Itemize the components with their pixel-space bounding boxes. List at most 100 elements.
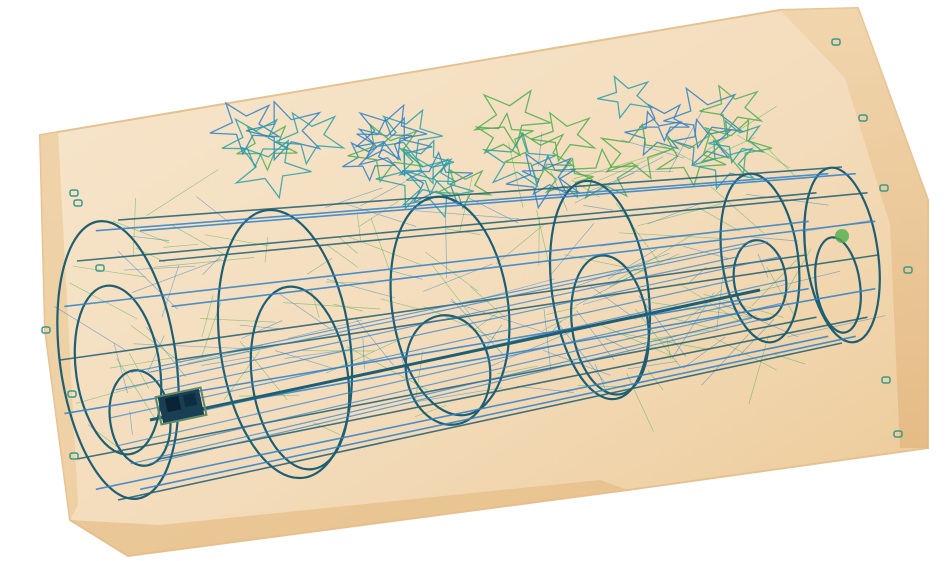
clip-mark	[881, 376, 891, 384]
wire-strand	[615, 202, 660, 263]
cylinder-rail	[140, 335, 856, 491]
wire-strand	[558, 324, 605, 383]
wire-strand	[116, 358, 158, 423]
wire-strand	[668, 107, 705, 173]
cylinder-rail	[95, 172, 829, 232]
wire-strand	[757, 253, 769, 278]
star-wire	[596, 75, 654, 120]
wire-strand	[359, 200, 399, 227]
wire-strand	[704, 106, 777, 153]
wire-strand	[626, 373, 654, 432]
wire-strand	[241, 320, 283, 339]
clip-mark	[879, 184, 889, 192]
cylinder-rails	[59, 166, 879, 501]
inner-rail	[109, 279, 735, 419]
star-wire	[481, 131, 556, 188]
wire-strand	[647, 202, 704, 225]
wire-strand	[508, 142, 524, 208]
cylinder-rail	[59, 254, 807, 361]
star-wire	[274, 111, 346, 166]
wire-strand	[601, 325, 670, 356]
wire-strand	[54, 306, 127, 351]
wire-strand	[163, 243, 198, 248]
cylinder-rail	[171, 220, 876, 308]
star-wire	[342, 140, 396, 183]
wire-strand	[391, 270, 423, 280]
wire-strand	[239, 324, 279, 329]
wire-strand	[172, 225, 229, 258]
wire-strand	[654, 140, 699, 165]
wire-strand	[445, 218, 448, 279]
wire-strand	[414, 210, 520, 220]
cylinder-rail	[117, 342, 843, 501]
wire-strand	[550, 171, 568, 211]
wire-strand	[124, 265, 196, 271]
wire-strand	[682, 336, 726, 369]
wire-strand	[327, 244, 359, 268]
wire-strand	[132, 258, 222, 293]
cylinder-rail	[158, 316, 868, 460]
wire-strand	[634, 308, 682, 368]
wire-strand	[684, 289, 723, 322]
inner-rail	[115, 302, 740, 447]
wire-strand	[618, 332, 710, 350]
container-side	[780, 8, 928, 448]
cylinder-rail	[158, 192, 868, 262]
inner-rail	[164, 255, 782, 391]
wire-strand	[200, 318, 276, 323]
cylinder-ring	[732, 239, 788, 321]
cylinder-ring	[404, 314, 492, 426]
wire-strand	[201, 356, 252, 366]
star-wire	[347, 123, 426, 184]
wire-strand	[627, 360, 678, 370]
wire-strand	[129, 410, 133, 435]
star-wire	[672, 117, 734, 167]
inner-rail	[149, 317, 769, 465]
wire-strand	[766, 266, 795, 316]
cylinder-ring	[814, 236, 862, 334]
star-wire	[655, 133, 727, 188]
cylinder-rail	[64, 220, 809, 308]
star-wire	[401, 161, 474, 219]
star-wire	[356, 117, 413, 162]
clip-mark	[67, 390, 77, 398]
clip-mark	[73, 199, 83, 207]
wire-strand	[721, 137, 755, 153]
wire-strand	[474, 312, 498, 330]
clip-mark	[69, 189, 79, 197]
wire-strand	[582, 292, 624, 305]
wire-strand	[698, 207, 740, 232]
wire-strand	[109, 357, 175, 369]
cylinder-ring	[73, 284, 163, 456]
wire-strand	[671, 292, 715, 359]
wire-strand	[130, 235, 170, 241]
dense-object	[154, 386, 208, 426]
wire-strand	[787, 315, 886, 338]
wire-strand	[752, 270, 841, 294]
wire-strand	[338, 236, 358, 254]
star-wire	[474, 111, 534, 157]
cylinder-rail	[117, 166, 843, 221]
wire-strand	[355, 317, 394, 366]
wire-strand	[146, 169, 219, 216]
star-wire-cluster	[209, 75, 773, 219]
wire-strand	[736, 134, 790, 169]
wire-strand	[543, 308, 552, 371]
wire-strand	[333, 303, 363, 312]
wire-strand	[615, 233, 695, 282]
cylinder-ring	[56, 220, 180, 500]
wire-strand	[146, 335, 165, 375]
axis-rod	[149, 288, 761, 422]
wire-strand	[621, 139, 685, 159]
inner-rail	[149, 241, 769, 373]
container-left-edge	[40, 132, 78, 520]
wire-strand	[495, 222, 547, 265]
wire-strand	[587, 284, 637, 320]
wire-strand	[414, 404, 447, 418]
star-wire	[699, 84, 764, 135]
wire-strand	[313, 422, 341, 436]
wire-strand	[288, 319, 362, 339]
wire-strand	[710, 186, 765, 234]
inner-rail	[115, 255, 740, 391]
